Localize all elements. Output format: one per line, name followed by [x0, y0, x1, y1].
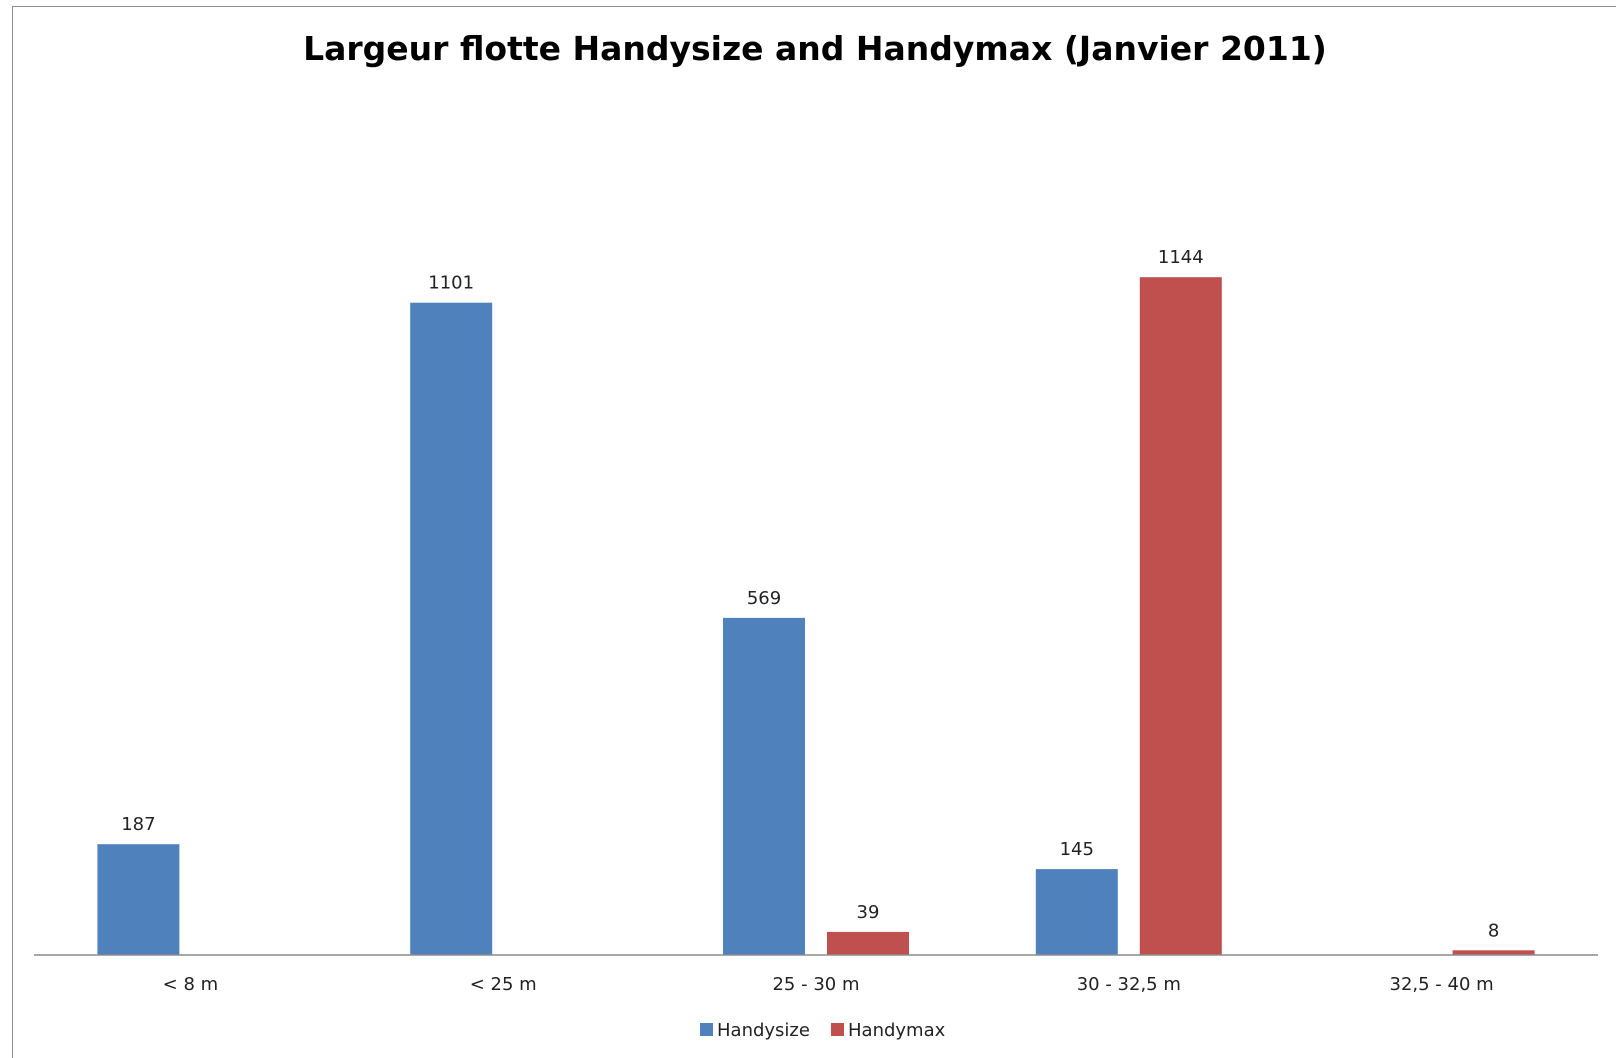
- x-tick-label-2: 25 - 30 m: [772, 974, 859, 995]
- bar-handymax-4: [1452, 950, 1535, 955]
- data-label-handymax-2: 39: [857, 902, 880, 923]
- chart-title: Largeur flotte Handysize and Handymax (J…: [303, 29, 1327, 68]
- bars-group: [97, 277, 1535, 955]
- bar-handysize-3: [1035, 869, 1118, 955]
- bar-handymax-3: [1139, 277, 1222, 955]
- data-label-handysize-0: 187: [121, 814, 155, 835]
- x-tick-label-4: 32,5 - 40 m: [1390, 974, 1494, 995]
- bar-handysize-0: [97, 844, 180, 955]
- data-label-handysize-3: 145: [1060, 839, 1094, 860]
- x-tick-label-0: < 8 m: [163, 974, 219, 995]
- data-label-handysize-2: 569: [747, 588, 781, 609]
- legend-swatch-handymax: [831, 1023, 844, 1036]
- legend: Handysize Handymax: [700, 1020, 946, 1041]
- data-label-handymax-3: 1144: [1158, 247, 1204, 268]
- legend-swatch-handysize: [700, 1023, 713, 1036]
- bar-handymax-2: [827, 931, 909, 955]
- x-tick-label-3: 30 - 32,5 m: [1077, 974, 1181, 995]
- legend-label-handysize: Handysize: [717, 1020, 810, 1041]
- bar-handysize-2: [723, 617, 805, 955]
- legend-label-handymax: Handymax: [848, 1020, 946, 1041]
- x-tick-label-1: < 25 m: [470, 974, 537, 995]
- chart-frame: [12, 6, 1616, 1058]
- bar-handysize-1: [410, 302, 493, 955]
- data-label-handysize-1: 1101: [428, 273, 474, 294]
- data-labels-group: 187 1101 569 39 145 1144 8: [121, 247, 1499, 941]
- x-tick-labels: < 8 m < 25 m 25 - 30 m 30 - 32,5 m 32,5 - 40…: [163, 974, 1494, 995]
- data-label-handymax-4: 8: [1488, 920, 1499, 941]
